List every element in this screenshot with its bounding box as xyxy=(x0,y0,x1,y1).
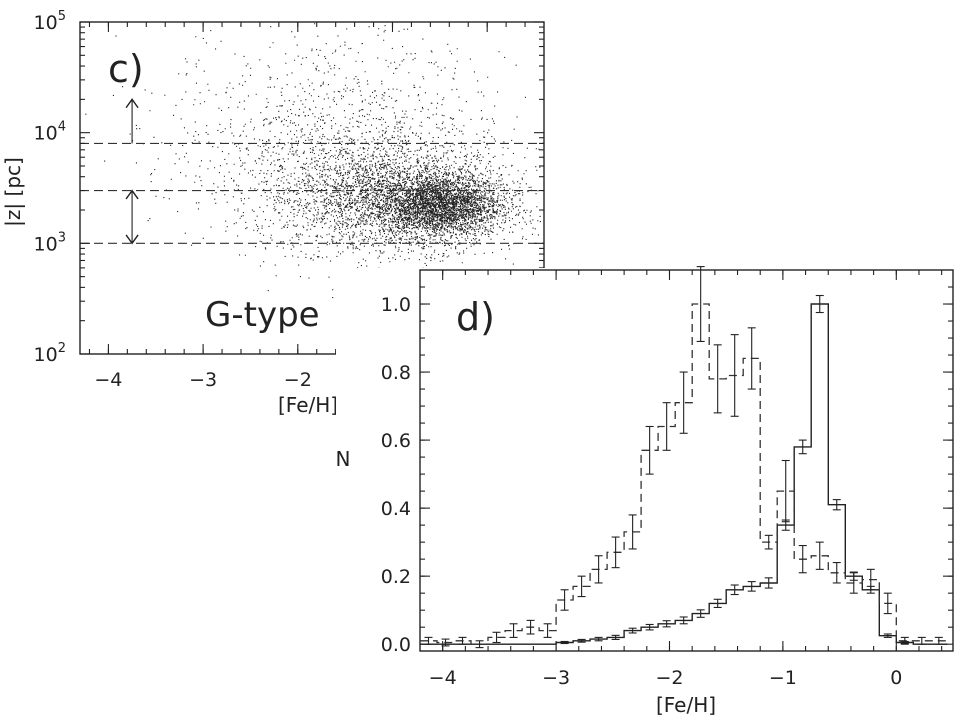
arrow-head xyxy=(125,234,139,245)
y-tick-label: 104 xyxy=(34,120,66,145)
panel-d-background xyxy=(336,268,960,720)
y-tick-label: 0.6 xyxy=(381,430,411,452)
panel-d-y-axis-title: N xyxy=(336,447,351,471)
panel-c-x-axis-title: [Fe/H] xyxy=(278,393,338,417)
y-tick-label: 102 xyxy=(34,341,66,366)
y-tick-label: 0.2 xyxy=(381,566,411,588)
panel-d-ticks: −4 −3 −2 −1 0 0.0 0.2 0.4 0.6 0.8 1.0 xyxy=(381,270,953,689)
scatter-point-cloud xyxy=(325,149,541,269)
arrow-head xyxy=(125,98,139,109)
panel-c-scatter: −4−3−2−10102103104105 c) G-type |z| [pc]… xyxy=(1,9,545,417)
x-tick-label: −3 xyxy=(189,369,217,391)
x-tick-label: −1 xyxy=(769,667,797,689)
scatter-points xyxy=(85,23,544,299)
dashed-histogram-line xyxy=(420,303,948,645)
panel-c-label: c) xyxy=(108,47,144,91)
reference-lines xyxy=(80,142,544,244)
scatter-point-cloud xyxy=(230,118,544,283)
panel-c-y-axis-title: |z| [pc] xyxy=(1,157,25,227)
scatter-point-cloud xyxy=(85,23,539,267)
x-tick-label: −4 xyxy=(94,369,122,391)
y-tick-label: 0.8 xyxy=(381,362,411,384)
y-tick-label: 0.4 xyxy=(381,498,411,520)
panel-c-frame xyxy=(79,21,545,355)
x-tick-label: −2 xyxy=(655,667,683,689)
x-tick-label: 0 xyxy=(890,667,902,689)
x-tick-label: −3 xyxy=(542,667,570,689)
y-tick-label: 105 xyxy=(34,9,66,34)
panel-d-x-axis-title: [Fe/H] xyxy=(656,693,716,717)
range-arrows xyxy=(125,98,139,245)
panel-d-frame xyxy=(419,269,954,652)
arrow-head xyxy=(125,189,139,200)
y-tick-label: 0.0 xyxy=(381,634,411,656)
y-tick-label: 103 xyxy=(34,230,66,255)
y-tick-label: 1.0 xyxy=(381,294,411,316)
panel-d-label: d) xyxy=(456,295,495,339)
g-type-annotation: G-type xyxy=(205,295,320,335)
panel-d-histogram: −4 −3 −2 −1 0 0.0 0.2 0.4 0.6 0.8 1.0 d) N [Fe/H] xyxy=(336,266,960,720)
x-tick-label: −2 xyxy=(284,369,312,391)
x-tick-label: −4 xyxy=(429,667,457,689)
